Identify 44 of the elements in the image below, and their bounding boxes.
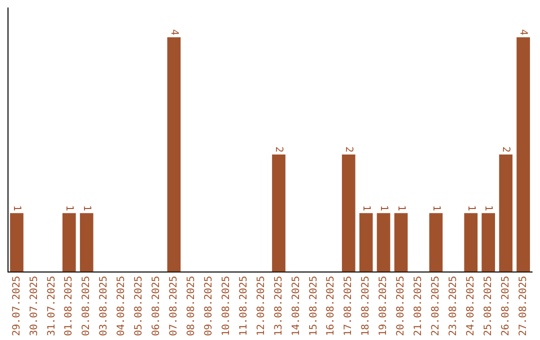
x-tick-label: 06.08.2025 <box>151 276 162 336</box>
x-tick-label: 25.08.2025 <box>482 276 494 336</box>
x-tick-label: 26.08.2025 <box>500 276 512 336</box>
x-tick-label: 02.08.2025 <box>81 276 92 336</box>
x-tick-label: 04.08.2025 <box>116 276 128 336</box>
x-tick-label: 15.08.2025 <box>308 276 320 336</box>
x-tick-label: 12.08.2025 <box>256 276 267 336</box>
x-tick-label: 17.08.2025 <box>343 276 354 336</box>
x-tick-label: 01.08.2025 <box>64 276 75 336</box>
x-tick-label: 11.08.2025 <box>238 276 250 336</box>
x-tick-label: 07.08.2025 <box>168 276 180 336</box>
data-label: 2 <box>343 146 354 153</box>
x-tick-label: 14.08.2025 <box>290 276 302 336</box>
data-label: 1 <box>81 205 92 212</box>
x-tick-label: 03.08.2025 <box>98 276 110 336</box>
data-label: 1 <box>64 205 75 212</box>
data-label: 4 <box>168 29 180 36</box>
data-label: 1 <box>465 205 476 212</box>
data-label: 1 <box>360 205 372 212</box>
data-label: 1 <box>378 205 389 212</box>
data-label: 1 <box>482 205 494 212</box>
data-label: 1 <box>395 205 406 212</box>
data-label: 1 <box>11 205 22 212</box>
x-tick-label: 29.07.2025 <box>11 276 22 336</box>
x-tick-label: 23.08.2025 <box>448 276 459 336</box>
data-label: 4 <box>518 29 529 36</box>
x-tick-label: 30.07.2025 <box>28 276 40 336</box>
data-label: 2 <box>273 146 284 153</box>
data-label: 1 <box>430 205 442 212</box>
x-tick-label: 09.08.2025 <box>203 276 214 336</box>
x-tick-label: 08.08.2025 <box>186 276 197 336</box>
x-tick-label: 27.08.2025 <box>518 276 529 336</box>
x-tick-label: 22.08.2025 <box>430 276 442 336</box>
x-tick-label: 24.08.2025 <box>465 276 476 336</box>
x-tick-label: 20.08.2025 <box>396 276 407 336</box>
data-label: 2 <box>500 146 512 153</box>
x-tick-label: 10.08.2025 <box>220 276 232 336</box>
x-tick-label: 21.08.2025 <box>413 276 424 336</box>
x-tick-label: 18.08.2025 <box>360 276 372 336</box>
x-tick-label: 13.08.2025 <box>273 276 284 336</box>
x-tick-label: 31.07.2025 <box>46 276 58 336</box>
x-tick-label: 16.08.2025 <box>326 276 337 336</box>
x-tick-label: 19.08.2025 <box>378 276 390 336</box>
x-tick-label: 05.08.2025 <box>134 276 145 336</box>
